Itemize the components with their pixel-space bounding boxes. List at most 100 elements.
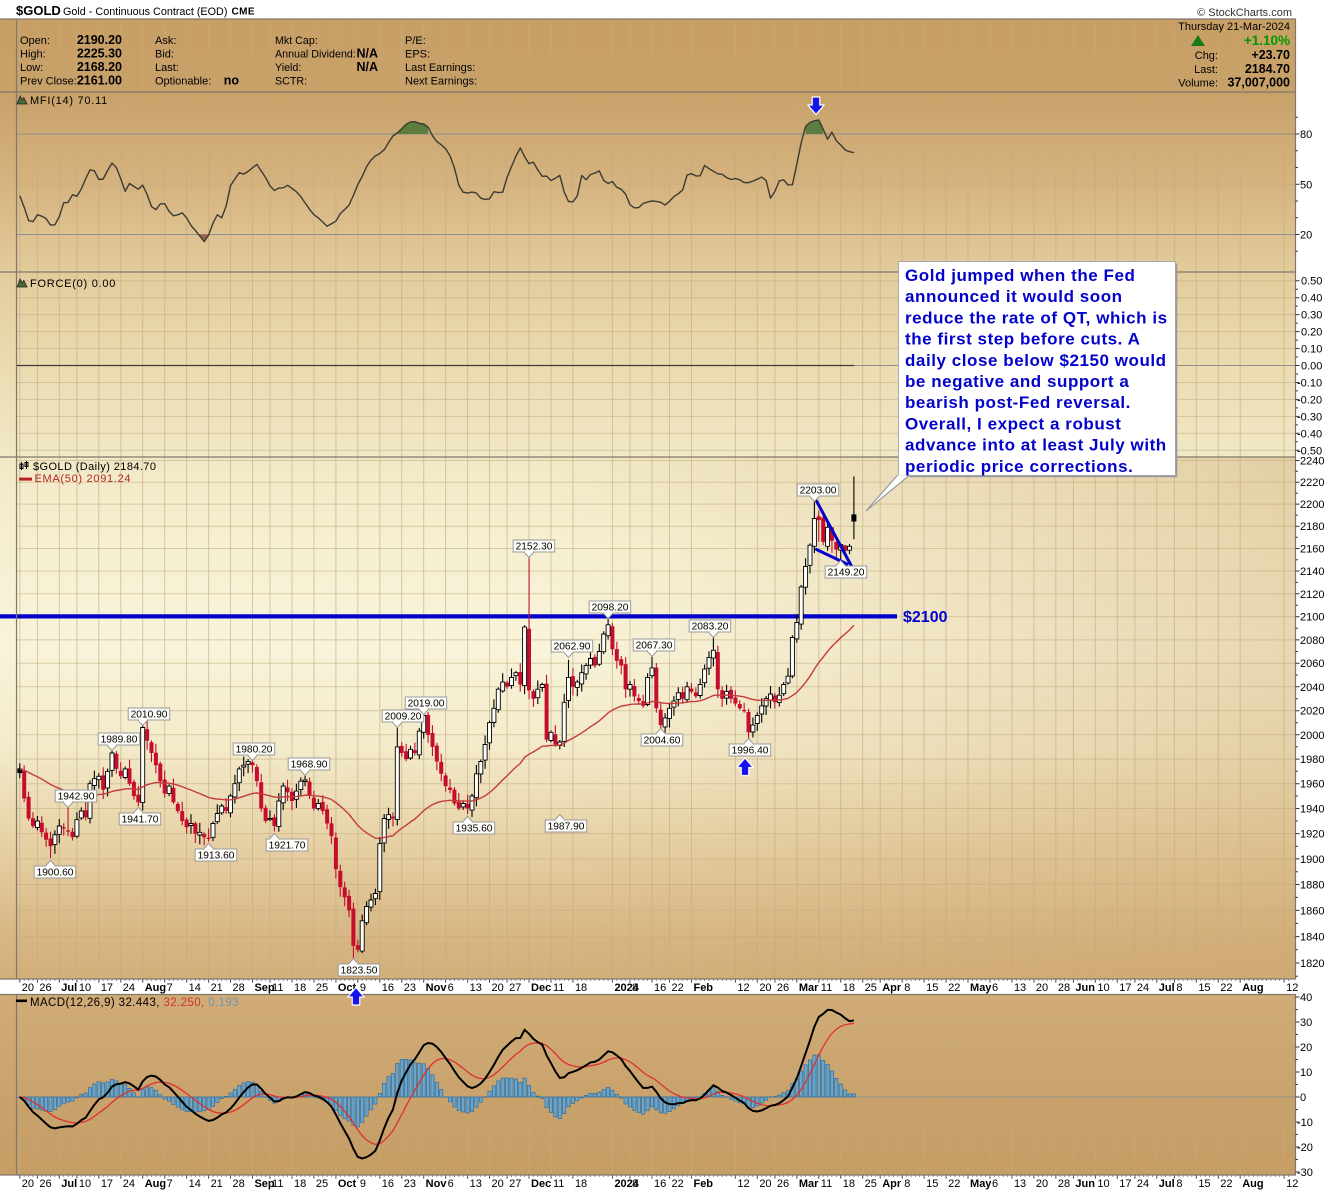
svg-text:1980.20: 1980.20 xyxy=(236,745,273,756)
svg-text:1840: 1840 xyxy=(1300,932,1324,944)
svg-text:1900.60: 1900.60 xyxy=(37,868,74,879)
svg-text:Volume:: Volume: xyxy=(1178,78,1218,90)
svg-text:7: 7 xyxy=(167,1178,173,1190)
svg-text:Yield:: Yield: xyxy=(275,62,301,74)
svg-text:8: 8 xyxy=(1176,1178,1182,1190)
svg-text:2083.20: 2083.20 xyxy=(692,622,729,633)
svg-text:-20: -20 xyxy=(1297,1142,1313,1154)
svg-text:0.30: 0.30 xyxy=(1301,310,1322,322)
svg-text:2160: 2160 xyxy=(1300,544,1324,556)
svg-text:26: 26 xyxy=(777,1178,789,1190)
svg-text:Ask:: Ask: xyxy=(155,35,176,47)
svg-text:Gold jumped when the Fed: Gold jumped when the Fed xyxy=(905,266,1135,285)
svg-text:16: 16 xyxy=(654,982,666,994)
svg-text:15: 15 xyxy=(926,1178,938,1190)
svg-text:10: 10 xyxy=(79,1178,91,1190)
svg-text:Jul: Jul xyxy=(1159,982,1175,994)
svg-text:20: 20 xyxy=(1036,1178,1048,1190)
svg-text:16: 16 xyxy=(382,982,394,994)
svg-text:no: no xyxy=(224,74,240,88)
svg-text:17: 17 xyxy=(1119,982,1131,994)
svg-text:17: 17 xyxy=(101,982,113,994)
svg-text:2161.00: 2161.00 xyxy=(77,74,122,88)
svg-text:2060: 2060 xyxy=(1300,658,1324,670)
svg-text:+23.70: +23.70 xyxy=(1251,48,1290,62)
svg-text:Last:: Last: xyxy=(1194,64,1218,76)
svg-text:25: 25 xyxy=(865,982,877,994)
svg-text:80: 80 xyxy=(1300,129,1312,141)
svg-text:1921.70: 1921.70 xyxy=(269,841,306,852)
svg-text:16: 16 xyxy=(382,1178,394,1190)
svg-text:37,007,000: 37,007,000 xyxy=(1227,76,1290,90)
svg-text:22: 22 xyxy=(948,1178,960,1190)
svg-text:2040: 2040 xyxy=(1300,682,1324,694)
svg-text:26: 26 xyxy=(777,982,789,994)
svg-text:13: 13 xyxy=(1014,982,1026,994)
svg-text:10: 10 xyxy=(1097,1178,1109,1190)
svg-text:EPS:: EPS: xyxy=(405,49,430,61)
svg-text:2098.20: 2098.20 xyxy=(592,603,629,614)
svg-text:0.20: 0.20 xyxy=(1301,327,1322,339)
svg-text:2240: 2240 xyxy=(1300,456,1324,468)
svg-text:11: 11 xyxy=(821,982,832,994)
svg-text:11: 11 xyxy=(821,1178,832,1190)
svg-text:20: 20 xyxy=(759,1178,771,1190)
svg-text:24: 24 xyxy=(1137,982,1149,994)
svg-text:2080: 2080 xyxy=(1300,635,1324,647)
svg-text:Mar: Mar xyxy=(799,1178,819,1190)
svg-text:10: 10 xyxy=(1097,982,1109,994)
svg-text:2180: 2180 xyxy=(1300,521,1324,533)
svg-text:30: 30 xyxy=(1300,1017,1312,1029)
svg-text:Apr: Apr xyxy=(882,982,902,994)
svg-text:23: 23 xyxy=(404,1178,416,1190)
svg-text:Dec: Dec xyxy=(531,982,551,994)
svg-text:Prev Close:: Prev Close: xyxy=(20,76,77,88)
svg-text:2024: 2024 xyxy=(614,1178,639,1190)
svg-text:20: 20 xyxy=(1300,1042,1312,1054)
svg-text:-0.10: -0.10 xyxy=(1297,377,1322,389)
svg-text:18: 18 xyxy=(294,1178,306,1190)
svg-text:13: 13 xyxy=(470,1178,482,1190)
svg-text:Mar: Mar xyxy=(799,982,819,994)
svg-text:Jun: Jun xyxy=(1075,982,1095,994)
svg-text:0.10: 0.10 xyxy=(1301,344,1322,356)
svg-text:27: 27 xyxy=(509,1178,521,1190)
svg-text:11: 11 xyxy=(553,982,564,994)
svg-text:-0.20: -0.20 xyxy=(1297,394,1322,406)
svg-text:50: 50 xyxy=(1300,179,1312,191)
svg-text:Jul: Jul xyxy=(1159,1178,1175,1190)
svg-text:2067.30: 2067.30 xyxy=(636,641,673,652)
svg-text:1820: 1820 xyxy=(1300,958,1324,970)
svg-text:11: 11 xyxy=(553,1178,564,1190)
svg-text:MFI(14) 70.11: MFI(14) 70.11 xyxy=(30,95,108,107)
svg-text:15: 15 xyxy=(926,982,938,994)
svg-text:15: 15 xyxy=(1198,1178,1210,1190)
svg-text:© StockCharts.com: © StockCharts.com xyxy=(1197,7,1292,19)
svg-text:2190.20: 2190.20 xyxy=(77,33,122,47)
svg-text:22: 22 xyxy=(1220,982,1232,994)
svg-text:24: 24 xyxy=(123,1178,135,1190)
svg-text:2062.90: 2062.90 xyxy=(554,642,591,653)
svg-text:26: 26 xyxy=(39,1178,51,1190)
svg-text:20: 20 xyxy=(1036,982,1048,994)
svg-text:12: 12 xyxy=(1286,1178,1298,1190)
svg-text:-0.30: -0.30 xyxy=(1297,411,1322,423)
svg-text:$2100: $2100 xyxy=(903,609,948,626)
svg-text:periodic price corrections.: periodic price corrections. xyxy=(905,457,1133,476)
svg-text:FORCE(0) 0.00: FORCE(0) 0.00 xyxy=(30,278,116,290)
svg-text:1987.90: 1987.90 xyxy=(548,822,585,833)
svg-text:2019.00: 2019.00 xyxy=(408,699,445,710)
svg-text:2100: 2100 xyxy=(1300,612,1324,624)
svg-text:Jun: Jun xyxy=(1075,1178,1095,1190)
svg-text:24: 24 xyxy=(123,982,135,994)
svg-text:8: 8 xyxy=(632,1178,638,1190)
svg-text:Overall, I expect a robust: Overall, I expect a robust xyxy=(905,414,1122,433)
svg-text:the first step before cuts. A: the first step before cuts. A xyxy=(905,330,1140,349)
svg-text:Feb: Feb xyxy=(693,1178,713,1190)
svg-text:Open:: Open: xyxy=(20,35,50,47)
svg-text:22: 22 xyxy=(672,1178,684,1190)
svg-text:Dec: Dec xyxy=(531,1178,551,1190)
svg-text:20: 20 xyxy=(22,982,34,994)
svg-text:1860: 1860 xyxy=(1300,905,1324,917)
svg-text:28: 28 xyxy=(233,982,245,994)
